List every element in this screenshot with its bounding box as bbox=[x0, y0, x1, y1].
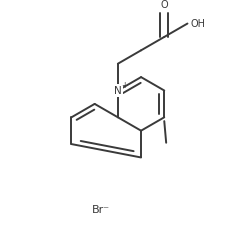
Text: OH: OH bbox=[190, 18, 204, 29]
Text: N: N bbox=[114, 85, 121, 95]
Text: O: O bbox=[160, 0, 167, 10]
Text: +: + bbox=[120, 81, 127, 90]
Text: Br⁻: Br⁻ bbox=[91, 205, 109, 215]
